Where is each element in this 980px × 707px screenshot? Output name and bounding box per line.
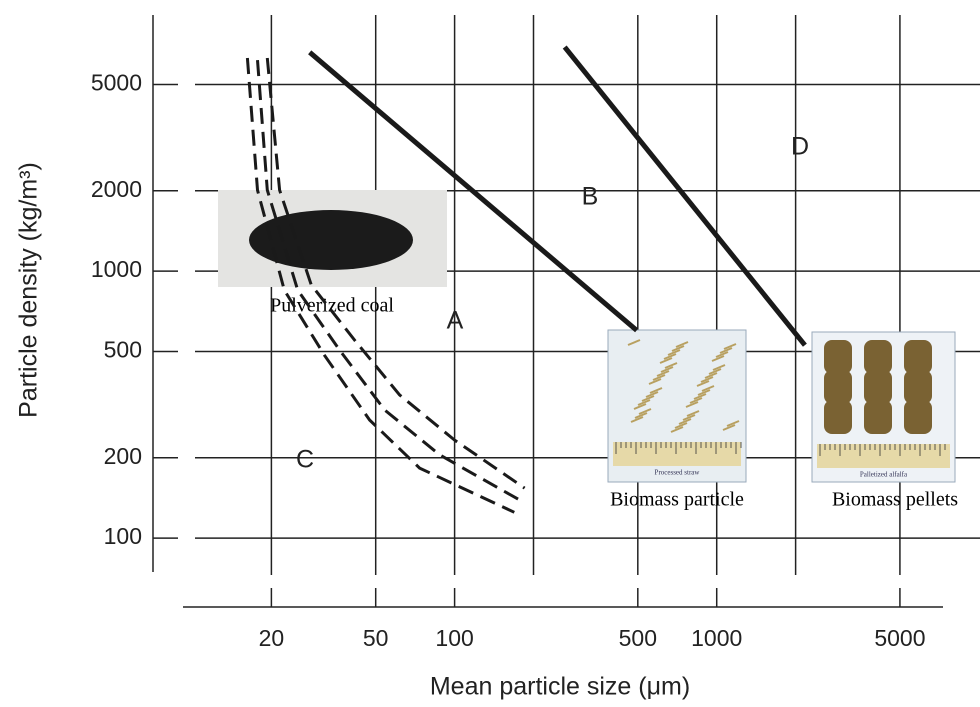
straw <box>715 351 729 358</box>
straw <box>675 341 689 348</box>
y-tick-label: 2000 <box>91 176 142 202</box>
dashed-boundary <box>265 57 526 490</box>
straw <box>723 343 737 350</box>
straw <box>696 380 710 387</box>
image-caption: Pulverized coal <box>270 295 394 317</box>
x-tick-label: 5000 <box>874 625 925 651</box>
pellet <box>864 340 892 374</box>
region-label: A <box>447 307 464 335</box>
region-label: C <box>296 446 314 474</box>
y-tick-label: 100 <box>104 523 142 549</box>
straw <box>711 355 725 362</box>
x-axis-title: Mean particle size (μm) <box>430 673 690 701</box>
straw <box>701 385 715 392</box>
straw <box>656 370 670 377</box>
y-tick-label: 5000 <box>91 70 142 96</box>
pellet <box>824 370 852 404</box>
straw <box>689 397 703 404</box>
pellet <box>824 340 852 374</box>
y-tick-label: 500 <box>104 337 142 363</box>
straw <box>649 387 663 394</box>
straw <box>645 391 659 398</box>
straw <box>652 374 666 381</box>
straw <box>719 347 733 354</box>
straw <box>708 368 722 375</box>
straw <box>685 401 699 408</box>
straw <box>670 426 684 433</box>
x-tick-label: 50 <box>363 625 389 651</box>
pellet <box>824 400 852 434</box>
straw <box>693 393 707 400</box>
dashed-boundary <box>256 59 521 502</box>
straw <box>700 376 714 383</box>
x-tick-label: 20 <box>259 625 285 651</box>
ruler <box>817 444 950 468</box>
pellet <box>904 340 932 374</box>
x-tick-label: 1000 <box>691 625 742 651</box>
straw <box>634 412 648 419</box>
straw <box>704 372 718 379</box>
y-tick-label: 1000 <box>91 256 142 282</box>
y-axis-title: Particle density (kg/m³) <box>15 162 43 418</box>
boundary-line <box>562 45 807 347</box>
pellet <box>904 400 932 434</box>
straw <box>659 357 673 364</box>
pellet <box>864 370 892 404</box>
image-caption: Biomass pellets <box>832 489 958 511</box>
straw <box>712 364 726 371</box>
boundary-line <box>308 50 639 333</box>
straw <box>663 353 677 360</box>
coal-pile <box>249 210 413 270</box>
straw <box>697 389 711 396</box>
x-tick-label: 500 <box>619 625 657 651</box>
straw <box>674 422 688 429</box>
photo-label: Processed straw <box>655 469 701 477</box>
photo-label: Palletized alfalfa <box>860 471 908 479</box>
straw <box>726 420 740 427</box>
y-tick-label: 200 <box>104 443 142 469</box>
straw <box>641 395 655 402</box>
straw <box>682 414 696 421</box>
region-label: B <box>582 183 599 211</box>
pellet <box>864 400 892 434</box>
straw <box>671 345 685 352</box>
ruler <box>613 442 741 466</box>
pellet <box>904 370 932 404</box>
straw <box>667 349 681 356</box>
straw <box>638 408 652 415</box>
straw <box>722 424 736 431</box>
region-label: D <box>791 133 809 161</box>
straw <box>648 378 662 385</box>
straw <box>664 362 678 369</box>
straw <box>678 418 692 425</box>
straw <box>630 416 644 423</box>
dashed-boundary <box>245 57 515 514</box>
image-caption: Biomass particle <box>610 489 744 511</box>
straw <box>686 410 700 417</box>
straw <box>637 399 651 406</box>
x-tick-label: 100 <box>435 625 473 651</box>
straw <box>660 366 674 373</box>
straw <box>627 339 641 346</box>
straw <box>633 403 647 410</box>
